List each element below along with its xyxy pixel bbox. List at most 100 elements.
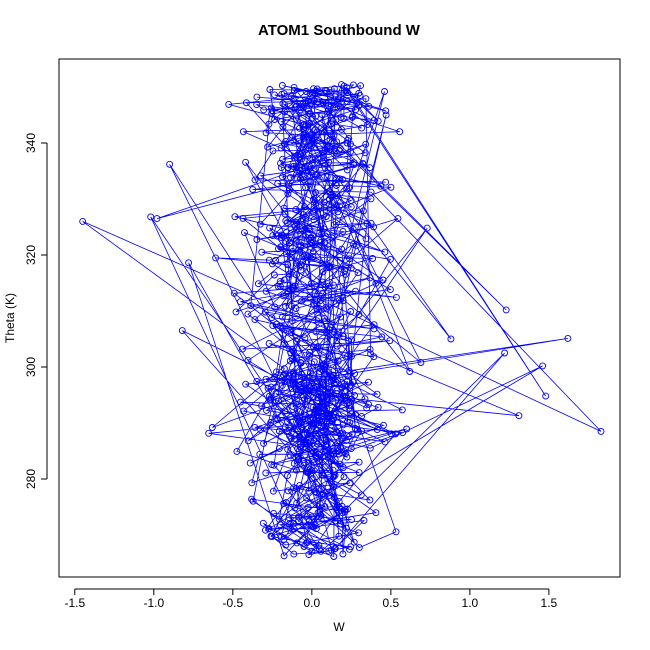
data-point xyxy=(355,311,363,318)
data-point xyxy=(317,547,325,555)
data-point xyxy=(79,217,87,225)
data-point xyxy=(314,131,321,139)
data-point xyxy=(277,243,285,251)
data-point xyxy=(326,352,334,360)
data-point xyxy=(319,159,327,167)
data-point xyxy=(279,292,287,300)
data-point xyxy=(312,427,320,434)
data-point xyxy=(258,248,266,256)
data-point xyxy=(355,458,363,466)
data-point xyxy=(319,268,327,276)
data-point xyxy=(271,116,279,123)
data-point xyxy=(352,106,360,114)
data-point xyxy=(291,504,299,512)
data-point xyxy=(343,396,350,404)
data-point xyxy=(330,473,338,481)
data-point xyxy=(273,232,281,240)
data-point xyxy=(283,219,291,227)
data-point xyxy=(303,430,311,438)
data-point xyxy=(319,471,327,479)
x-tick-label: 0.5 xyxy=(383,596,400,610)
data-point xyxy=(298,171,306,179)
data-point xyxy=(306,369,314,377)
data-point xyxy=(325,368,332,376)
data-point xyxy=(283,428,291,436)
data-point xyxy=(310,518,318,526)
data-point xyxy=(386,286,394,294)
data-point xyxy=(242,99,250,107)
data-point xyxy=(265,525,273,533)
data-point xyxy=(340,82,348,90)
data-point xyxy=(343,377,351,385)
data-point xyxy=(330,221,338,229)
data-point xyxy=(322,303,330,311)
data-point xyxy=(322,213,330,220)
data-point xyxy=(282,370,289,378)
data-point xyxy=(281,210,289,218)
data-point xyxy=(362,235,370,243)
data-point xyxy=(564,334,572,342)
y-tick-label: 280 xyxy=(24,469,38,489)
data-point xyxy=(347,148,354,156)
data-point xyxy=(284,190,292,198)
data-point xyxy=(262,287,270,295)
data-point xyxy=(330,85,338,93)
data-point xyxy=(309,159,316,167)
data-point xyxy=(147,213,155,221)
data-point xyxy=(294,456,302,464)
data-point xyxy=(303,512,311,520)
data-point xyxy=(294,517,302,525)
data-point xyxy=(363,404,371,412)
data-point xyxy=(316,416,324,424)
data-point xyxy=(319,490,327,498)
data-point xyxy=(296,149,304,157)
data-point xyxy=(281,407,289,415)
data-point xyxy=(239,128,247,136)
data-point xyxy=(349,225,357,233)
data-point xyxy=(328,234,336,242)
data-point xyxy=(365,102,373,110)
data-point xyxy=(345,337,353,345)
data-point xyxy=(323,440,331,448)
data-point xyxy=(346,184,353,192)
data-point xyxy=(274,282,282,290)
data-point xyxy=(300,461,308,469)
x-tick-label: 0.0 xyxy=(304,596,321,610)
data-point xyxy=(300,133,307,141)
data-point xyxy=(373,390,381,398)
data-point xyxy=(282,238,290,246)
data-point xyxy=(313,440,321,448)
data-point xyxy=(305,551,313,559)
y-tick-label: 320 xyxy=(24,245,38,265)
data-point xyxy=(306,293,314,301)
data-point xyxy=(294,400,302,408)
data-point xyxy=(348,430,356,438)
data-point xyxy=(309,523,317,531)
x-tick-label: 1.0 xyxy=(462,596,479,610)
data-point xyxy=(310,419,318,427)
data-point xyxy=(310,216,318,224)
data-point xyxy=(341,266,349,274)
data-point xyxy=(300,543,308,550)
data-point xyxy=(370,321,378,329)
data-point xyxy=(310,85,318,93)
data-point xyxy=(362,95,370,103)
data-point xyxy=(290,550,298,558)
data-point xyxy=(324,263,332,271)
data-point xyxy=(331,101,339,109)
data-point xyxy=(350,538,358,546)
data-point xyxy=(295,513,302,521)
data-point xyxy=(292,218,300,226)
data-point xyxy=(290,284,298,292)
data-point xyxy=(324,447,332,455)
y-axis-label: Theta (K) xyxy=(3,293,17,343)
data-point xyxy=(313,377,320,385)
data-point xyxy=(364,121,372,129)
data-point xyxy=(258,402,266,410)
data-point xyxy=(212,254,220,262)
data-point xyxy=(267,419,275,426)
data-point xyxy=(275,445,283,453)
data-point xyxy=(236,298,244,306)
x-tick-label: -1.5 xyxy=(64,596,85,610)
data-point xyxy=(447,335,455,343)
